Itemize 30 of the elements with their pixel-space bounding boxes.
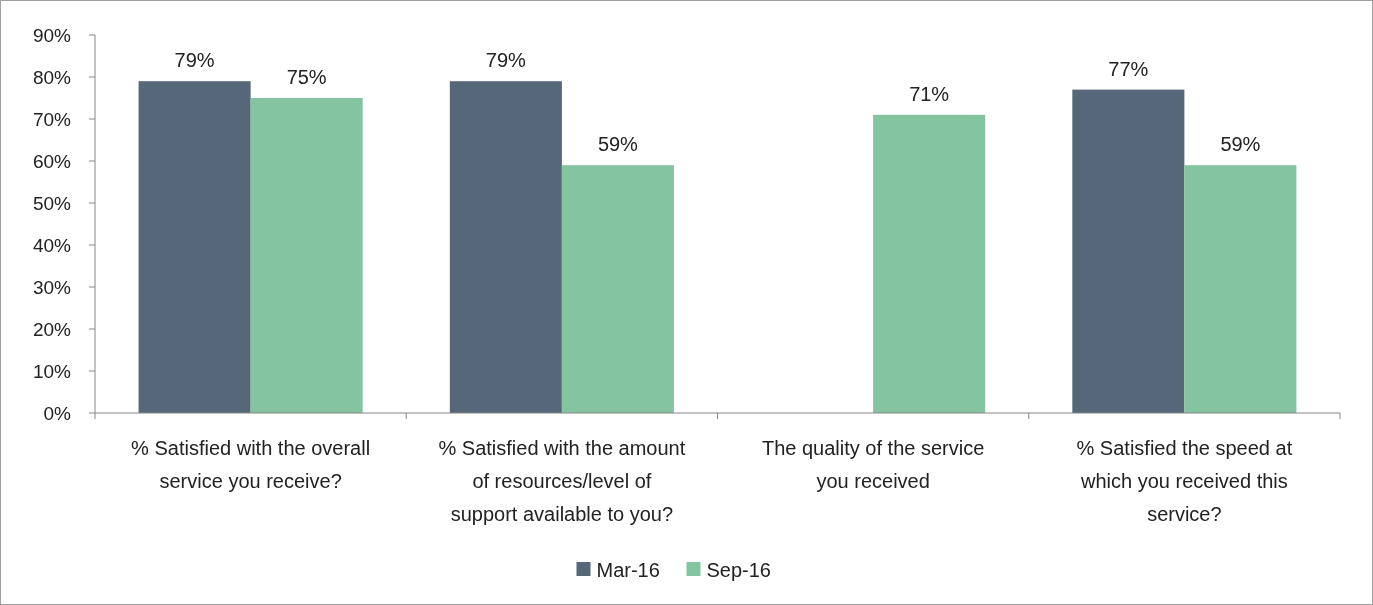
y-tick-label: 0% xyxy=(43,402,72,424)
y-tick-label: 60% xyxy=(32,150,72,172)
x-tick-label: % Satisfied with the amount of resources/level of support available to you? xyxy=(438,437,686,525)
y-tick-label: 10% xyxy=(32,360,72,382)
y-tick-label: 30% xyxy=(32,276,72,298)
data-label: 75% xyxy=(286,66,327,88)
data-label: 59% xyxy=(597,133,639,156)
x-tick-label: % Satisfied the speed at which you received this service? xyxy=(1076,437,1293,525)
bar xyxy=(138,81,251,413)
data-label: 79% xyxy=(485,49,527,72)
data-label: 77% xyxy=(1108,57,1149,80)
bar xyxy=(449,81,562,413)
legend-label: Mar-16 xyxy=(596,559,660,581)
y-tick-label: 80% xyxy=(32,66,72,88)
bar xyxy=(1184,165,1297,413)
y-tick-label: 90% xyxy=(32,24,72,46)
data-label: 59% xyxy=(1220,133,1261,156)
x-tick-label: The quality of the service you received xyxy=(761,437,985,492)
y-tick-label: 20% xyxy=(32,318,72,340)
data-label: 71% xyxy=(909,82,950,105)
bar xyxy=(873,114,986,413)
bar xyxy=(250,98,363,413)
bar xyxy=(561,165,674,413)
bar xyxy=(1072,89,1185,413)
y-tick-label: 50% xyxy=(32,192,72,214)
y-tick-label: 70% xyxy=(32,108,72,130)
y-tick-label: 40% xyxy=(32,234,72,256)
x-tick-label: % Satisfied with the overall service you receive? xyxy=(131,437,371,492)
legend-label: Sep-16 xyxy=(706,559,771,581)
data-label: 79% xyxy=(174,49,215,72)
